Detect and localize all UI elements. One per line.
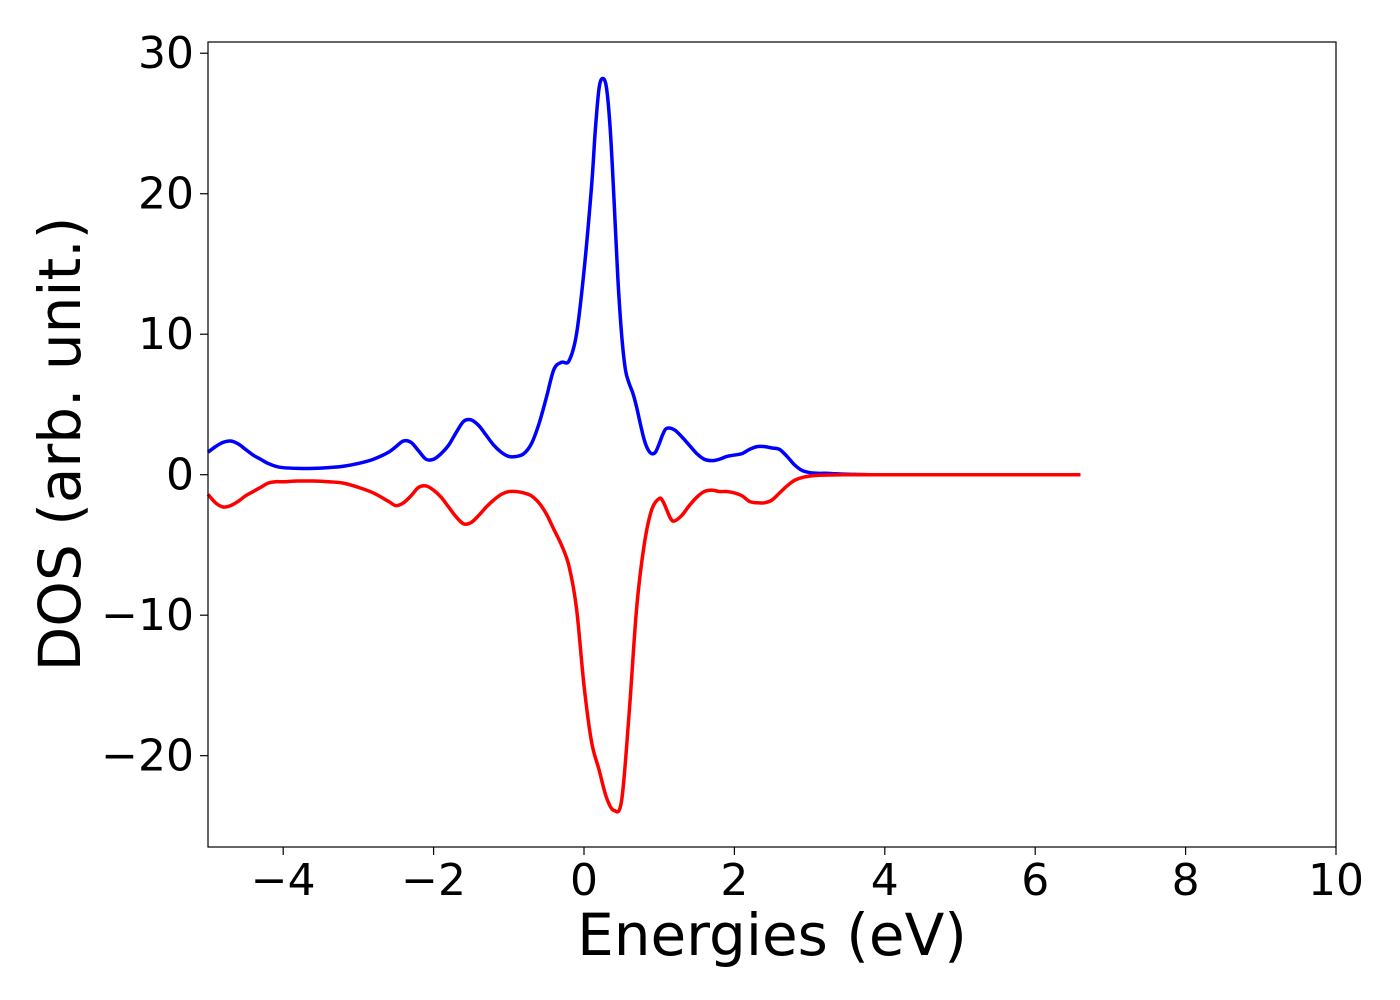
y-tick-label: −20 — [101, 731, 194, 782]
series-layer — [206, 76, 1081, 814]
x-tick-label: −2 — [401, 855, 466, 906]
plot-frame — [207, 41, 1337, 848]
x-tick-label: 6 — [1021, 855, 1049, 906]
x-tick-label: 4 — [871, 855, 899, 906]
y-tick-label: 30 — [138, 28, 194, 79]
series-line-1 — [206, 76, 1081, 477]
series-line-2 — [206, 472, 1081, 814]
x-axis-ticks: −4 −2 0 2 4 6 8 10 — [251, 847, 1364, 906]
x-tick-label: 2 — [720, 855, 748, 906]
y-axis-title: DOS (arb. unit.) — [26, 217, 94, 672]
x-axis-title: Energies (eV) — [577, 901, 967, 969]
y-tick-label: −10 — [101, 590, 194, 641]
y-axis-ticks: −20 −10 0 10 20 30 — [101, 28, 208, 782]
x-tick-label: 8 — [1172, 855, 1200, 906]
x-tick-label: 0 — [570, 855, 598, 906]
y-tick-label: 20 — [138, 169, 194, 220]
x-tick-label: 10 — [1308, 855, 1364, 906]
x-tick-label: −4 — [251, 855, 316, 906]
y-tick-label: 10 — [138, 309, 194, 360]
y-tick-label: 0 — [166, 450, 194, 501]
